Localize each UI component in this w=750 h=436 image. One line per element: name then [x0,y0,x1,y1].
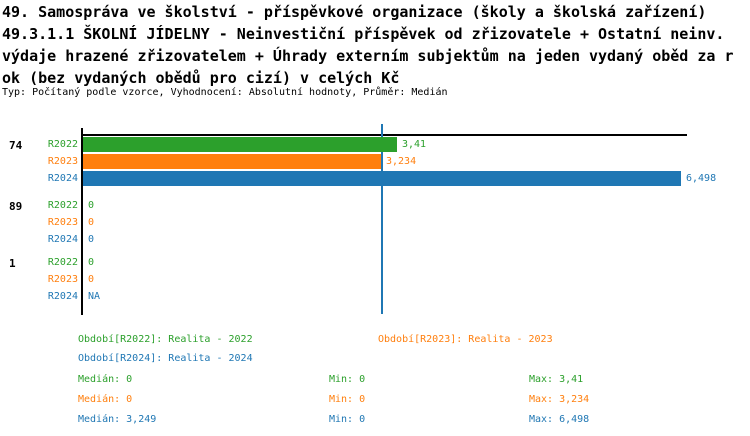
chart-title-line-4: ok (bez vydaných obědů pro cizí) v celýc… [2,69,400,87]
chart-title: 49. Samospráva ve školství - příspěvkové… [2,1,734,89]
bar-value-label: 3,234 [386,156,417,167]
stat-median-r2024: Medián: 3,249 [78,414,157,425]
bar-group-label: 1 [9,257,16,270]
bar [83,171,681,186]
bar-row-label: R2023 [47,217,78,228]
bar-value-label: 0 [88,200,95,211]
bar [83,137,397,152]
stat-min-r2022: Min: 0 [329,374,366,385]
bar-row-label: R2023 [47,274,78,285]
median-reference-line [381,124,383,314]
chart-meta-info: Typ: Počítaný podle vzorce, Vyhodnocení:… [2,87,448,98]
bar-row-label: R2024 [47,173,78,184]
bar-row-label: R2023 [47,156,78,167]
chart-title-line-2: 49.3.1.1 ŠKOLNÍ JÍDELNY - Neinvestiční p… [2,25,725,43]
bar-row-label: R2022 [47,200,78,211]
bar-value-label: 3,41 [402,139,427,150]
bar-row-label: R2024 [47,234,78,245]
stat-max-r2024: Max: 6,498 [529,414,590,425]
bar-value-label: 0 [88,257,95,268]
bar-value-label: 0 [88,217,95,228]
y-axis-line [81,128,83,315]
stat-median-r2023: Medián: 0 [78,394,133,405]
legend-item-r2024: Období[R2024]: Realita - 2024 [78,353,253,364]
bar-row-label: R2022 [47,257,78,268]
bar-group-label: 89 [9,200,23,213]
legend-item-r2022: Období[R2022]: Realita - 2022 [78,334,253,345]
stat-min-r2023: Min: 0 [329,394,366,405]
bar [83,154,381,169]
bar-value-label: 6,498 [686,173,717,184]
chart-title-line-1: 49. Samospráva ve školství - příspěvkové… [2,3,707,21]
bar-value-label: NA [88,291,101,302]
bar-row-label: R2022 [47,139,78,150]
stat-max-r2022: Max: 3,41 [529,374,584,385]
bar-value-label: 0 [88,234,95,245]
chart-title-line-3: výdaje hrazené zřizovatelem + Úhrady ext… [2,47,734,65]
stat-min-r2024: Min: 0 [329,414,366,425]
bar-group-label: 74 [9,139,23,152]
x-axis-line [81,134,687,136]
bar-value-label: 0 [88,274,95,285]
bar-row-label: R2024 [47,291,78,302]
stat-max-r2023: Max: 3,234 [529,394,590,405]
stat-median-r2022: Medián: 0 [78,374,133,385]
legend-item-r2023: Období[R2023]: Realita - 2023 [378,334,553,345]
